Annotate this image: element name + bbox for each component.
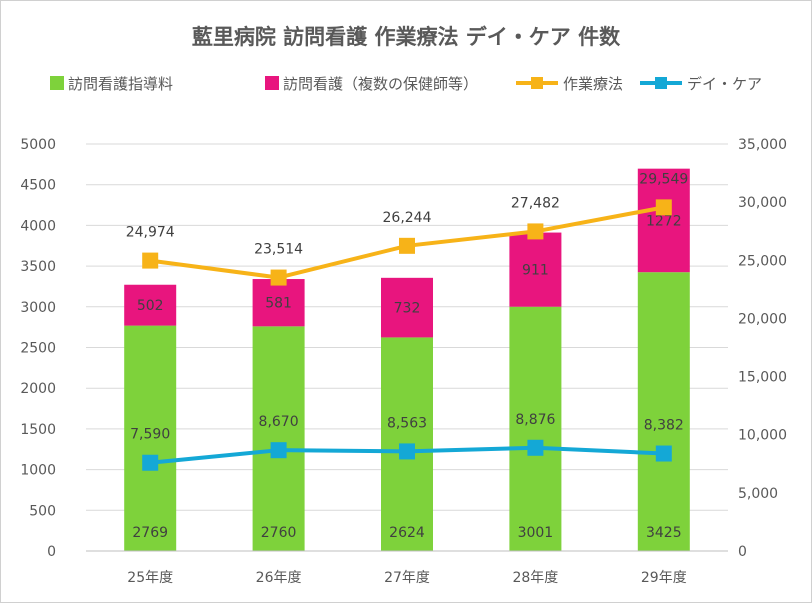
- line-data-label: 8,382: [644, 418, 684, 434]
- bar-data-label: 3425: [646, 525, 682, 541]
- right-axis: 0 5,000 10,000 15,000 20,000 25,000 30,000 35,0…: [738, 137, 787, 560]
- x-axis: 25年度 26年度 27年度 28年度 29年度: [86, 550, 728, 586]
- legend-marker-swatch: [655, 77, 667, 89]
- legend-item: 訪問看護（複数の保健師等）: [265, 75, 478, 93]
- legend-label: 作業療法: [563, 75, 623, 93]
- bar-segment: [509, 232, 562, 307]
- bar-segment: [637, 168, 690, 273]
- bar-data-label: 581: [265, 296, 292, 312]
- bar-segment: [124, 325, 177, 551]
- legend-marker-swatch: [531, 77, 543, 89]
- right-tick-label: 30,000: [738, 195, 787, 211]
- left-axis: 0 500 1000 1500 2000 2500 3000 3500 4000 4500 5000: [20, 137, 56, 560]
- line-data-label: 27,482: [511, 195, 560, 211]
- line-marker: [655, 199, 672, 216]
- line-data-label: 23,514: [254, 242, 303, 258]
- line-data-label: 8,670: [259, 414, 299, 430]
- bar-segment: [381, 277, 433, 338]
- chart-title: 藍里病院 訪問看護 作業療法 デイ・ケア 件数: [192, 25, 621, 49]
- line-marker: [142, 454, 159, 471]
- right-tick-label: 0: [738, 544, 747, 560]
- left-tick-label: 3500: [20, 259, 56, 275]
- right-tick-label: 20,000: [738, 311, 787, 327]
- bar-data-label: 502: [137, 298, 164, 314]
- line-marker: [655, 445, 672, 462]
- bar-segment: [252, 279, 305, 327]
- x-tick-label: 26年度: [256, 570, 302, 586]
- left-tick-label: 2500: [20, 341, 56, 357]
- legend-item: 訪問看護指導料: [50, 75, 173, 93]
- line-marker: [270, 442, 287, 459]
- legend-swatch: [265, 76, 279, 90]
- legend-item: デイ・ケア: [640, 75, 762, 93]
- left-tick-label: 500: [29, 503, 56, 519]
- right-tick-label: 10,000: [738, 428, 787, 444]
- x-tick-label: 25年度: [127, 570, 173, 586]
- left-tick-label: 2000: [20, 381, 56, 397]
- line-data-label: 29,549: [639, 171, 688, 187]
- left-tick-label: 1500: [20, 422, 56, 438]
- left-tick-label: 4500: [20, 178, 56, 194]
- line-data-label: 26,244: [383, 210, 432, 226]
- lines: 24,974 23,514 26,244 27,482 29,549 7,590 8,670…: [126, 171, 688, 471]
- left-tick-label: 3000: [20, 300, 56, 316]
- legend-label: 訪問看護指導料: [68, 75, 173, 93]
- line-marker: [527, 223, 544, 240]
- right-tick-label: 35,000: [738, 137, 787, 153]
- legend: 訪問看護指導料 訪問看護（複数の保健師等） 作業療法 デイ・ケア: [50, 75, 762, 93]
- right-tick-label: 5,000: [738, 486, 778, 502]
- bar-data-label: 732: [394, 301, 421, 317]
- right-tick-label: 15,000: [738, 370, 787, 386]
- bar-data-label: 2760: [261, 525, 297, 541]
- left-tick-label: 0: [47, 544, 56, 560]
- legend-item: 作業療法: [516, 75, 623, 93]
- line-data-label: 8,876: [515, 412, 555, 428]
- line-marker: [142, 252, 159, 269]
- legend-label: デイ・ケア: [687, 75, 762, 93]
- line-marker: [399, 443, 415, 460]
- line-data-label: 24,974: [126, 225, 175, 241]
- line-marker: [527, 439, 544, 456]
- bar-data-label: 3001: [518, 525, 554, 541]
- line-data-label: 7,590: [130, 427, 170, 443]
- x-tick-label: 27年度: [384, 570, 430, 586]
- bar-segment: [252, 326, 305, 551]
- bar-data-label: 1272: [646, 213, 682, 229]
- left-tick-label: 1000: [20, 463, 56, 479]
- line-data-label: 8,563: [387, 415, 427, 431]
- bar-data-label: 911: [522, 263, 549, 279]
- legend-label: 訪問看護（複数の保健師等）: [283, 75, 478, 93]
- left-tick-label: 5000: [20, 137, 56, 153]
- bars: 2769 2760 2624 3001 3425 502 581 732 911 1272: [124, 168, 690, 551]
- bar-data-label: 2624: [389, 525, 425, 541]
- bar-segment: [509, 306, 562, 551]
- line-marker: [270, 269, 287, 286]
- legend-swatch: [50, 76, 64, 90]
- x-tick-label: 28年度: [512, 570, 558, 586]
- bar-segment: [124, 284, 177, 326]
- bar-segment: [637, 272, 690, 551]
- line-marker: [399, 237, 415, 254]
- x-tick-label: 29年度: [641, 570, 687, 586]
- bar-data-label: 2769: [132, 525, 168, 541]
- left-tick-label: 4000: [20, 218, 56, 234]
- right-tick-label: 25,000: [738, 253, 787, 269]
